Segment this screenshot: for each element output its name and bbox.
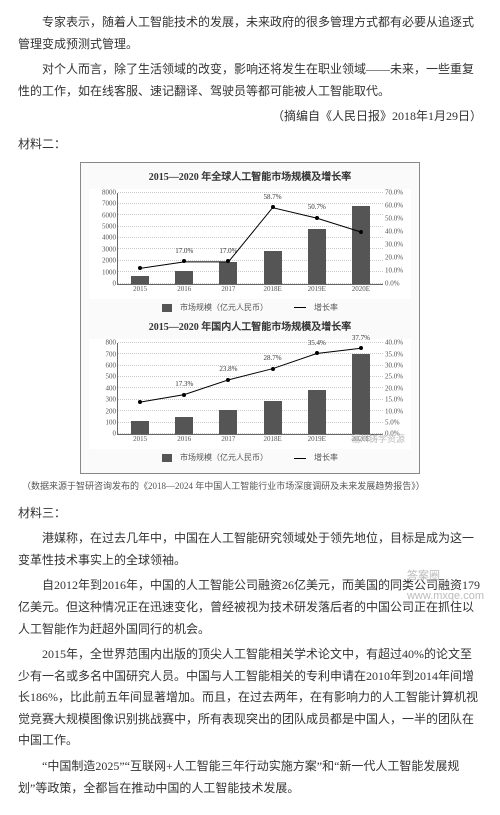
watermark-mid: 福州铸学资源 [351,431,405,447]
paragraph: 对个人而言，除了生活领域的改变，影响还将发生在职业领域——未来，一些重复性的工作… [18,59,482,102]
paragraph: 2015年，全世界范围内出版的顶尖人工智能相关学术论文中，有超过40%的论文至少… [18,644,482,752]
paragraph: “中国制造2025”“互联网+人工智能三年行动实施方案”和“新一代人工智能发展规… [18,756,482,799]
source-line: （摘编自《人民日报》2018年1月29日） [18,106,482,128]
chart1: 0100020003000400050006000700080000.0%10.… [89,189,411,299]
chart1-title: 2015—2020 年全球人工智能市场规模及增长率 [85,169,415,187]
paragraph: 港媒称，在过去几年中，中国在人工智能研究领域处于领先地位，目标是成为这一变革性技… [18,528,482,571]
paragraph: 专家表示，随着人工智能技术的发展，未来政府的很多管理方式都有必要从追逐式管理变成… [18,12,482,55]
figure-area: 2015—2020 年全球人工智能市场规模及增长率 01000200030004… [80,162,420,475]
chart1-legend: 市场规模（亿元人民币） 增长率 [85,301,415,315]
chart2-legend: 市场规模（亿元人民币） 增长率 [85,451,415,465]
material-3-label: 材料三： [18,503,482,525]
chart2: 01002003004005006007008000.0%5.0%10.0%15… [89,339,411,449]
figure-caption: （数据来源于智研咨询发布的《2018—2024 年中国人工智能行业市场深度调研及… [22,478,482,494]
material-2-label: 材料二： [18,134,482,156]
footer-watermark: 答案圈 www.mxqe.com [407,567,484,607]
